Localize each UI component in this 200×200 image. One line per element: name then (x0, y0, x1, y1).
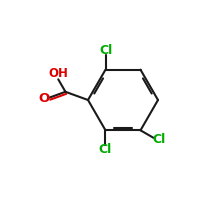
Text: OH: OH (48, 67, 68, 80)
Text: Cl: Cl (99, 44, 112, 57)
Text: Cl: Cl (152, 133, 166, 146)
Text: O: O (39, 92, 50, 105)
Text: Cl: Cl (99, 143, 112, 156)
